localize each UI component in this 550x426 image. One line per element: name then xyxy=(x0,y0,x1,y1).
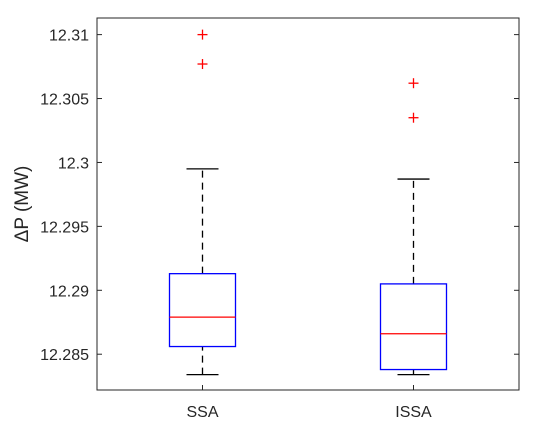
chart-marks xyxy=(168,29,448,376)
y-tick-label: 12.305 xyxy=(40,92,89,109)
outlier-marker xyxy=(197,59,208,70)
y-tick-label: 12.3 xyxy=(58,155,89,172)
box-ssa xyxy=(168,29,237,376)
x-tick-label: ISSA xyxy=(395,404,432,421)
y-tick-label: 12.295 xyxy=(40,219,89,236)
y-axis-ticks: 12.285 12.29 12.295 12.3 12.305 12.31 xyxy=(40,28,519,364)
x-tick-label: SSA xyxy=(186,404,218,421)
x-axis-ticks: SSA ISSA xyxy=(186,385,432,421)
plot-area xyxy=(96,17,520,391)
outlier-marker xyxy=(408,112,419,123)
outlier-marker xyxy=(197,29,208,40)
y-tick-label: 12.285 xyxy=(40,347,89,364)
outlier-marker xyxy=(408,78,419,89)
box-issa xyxy=(379,78,448,376)
y-tick-label: 12.31 xyxy=(49,28,89,45)
y-tick-label: 12.29 xyxy=(49,283,89,300)
y-axis-label: ΔP (MW) xyxy=(12,166,33,243)
iqr-box xyxy=(379,283,448,371)
iqr-box xyxy=(168,273,237,348)
